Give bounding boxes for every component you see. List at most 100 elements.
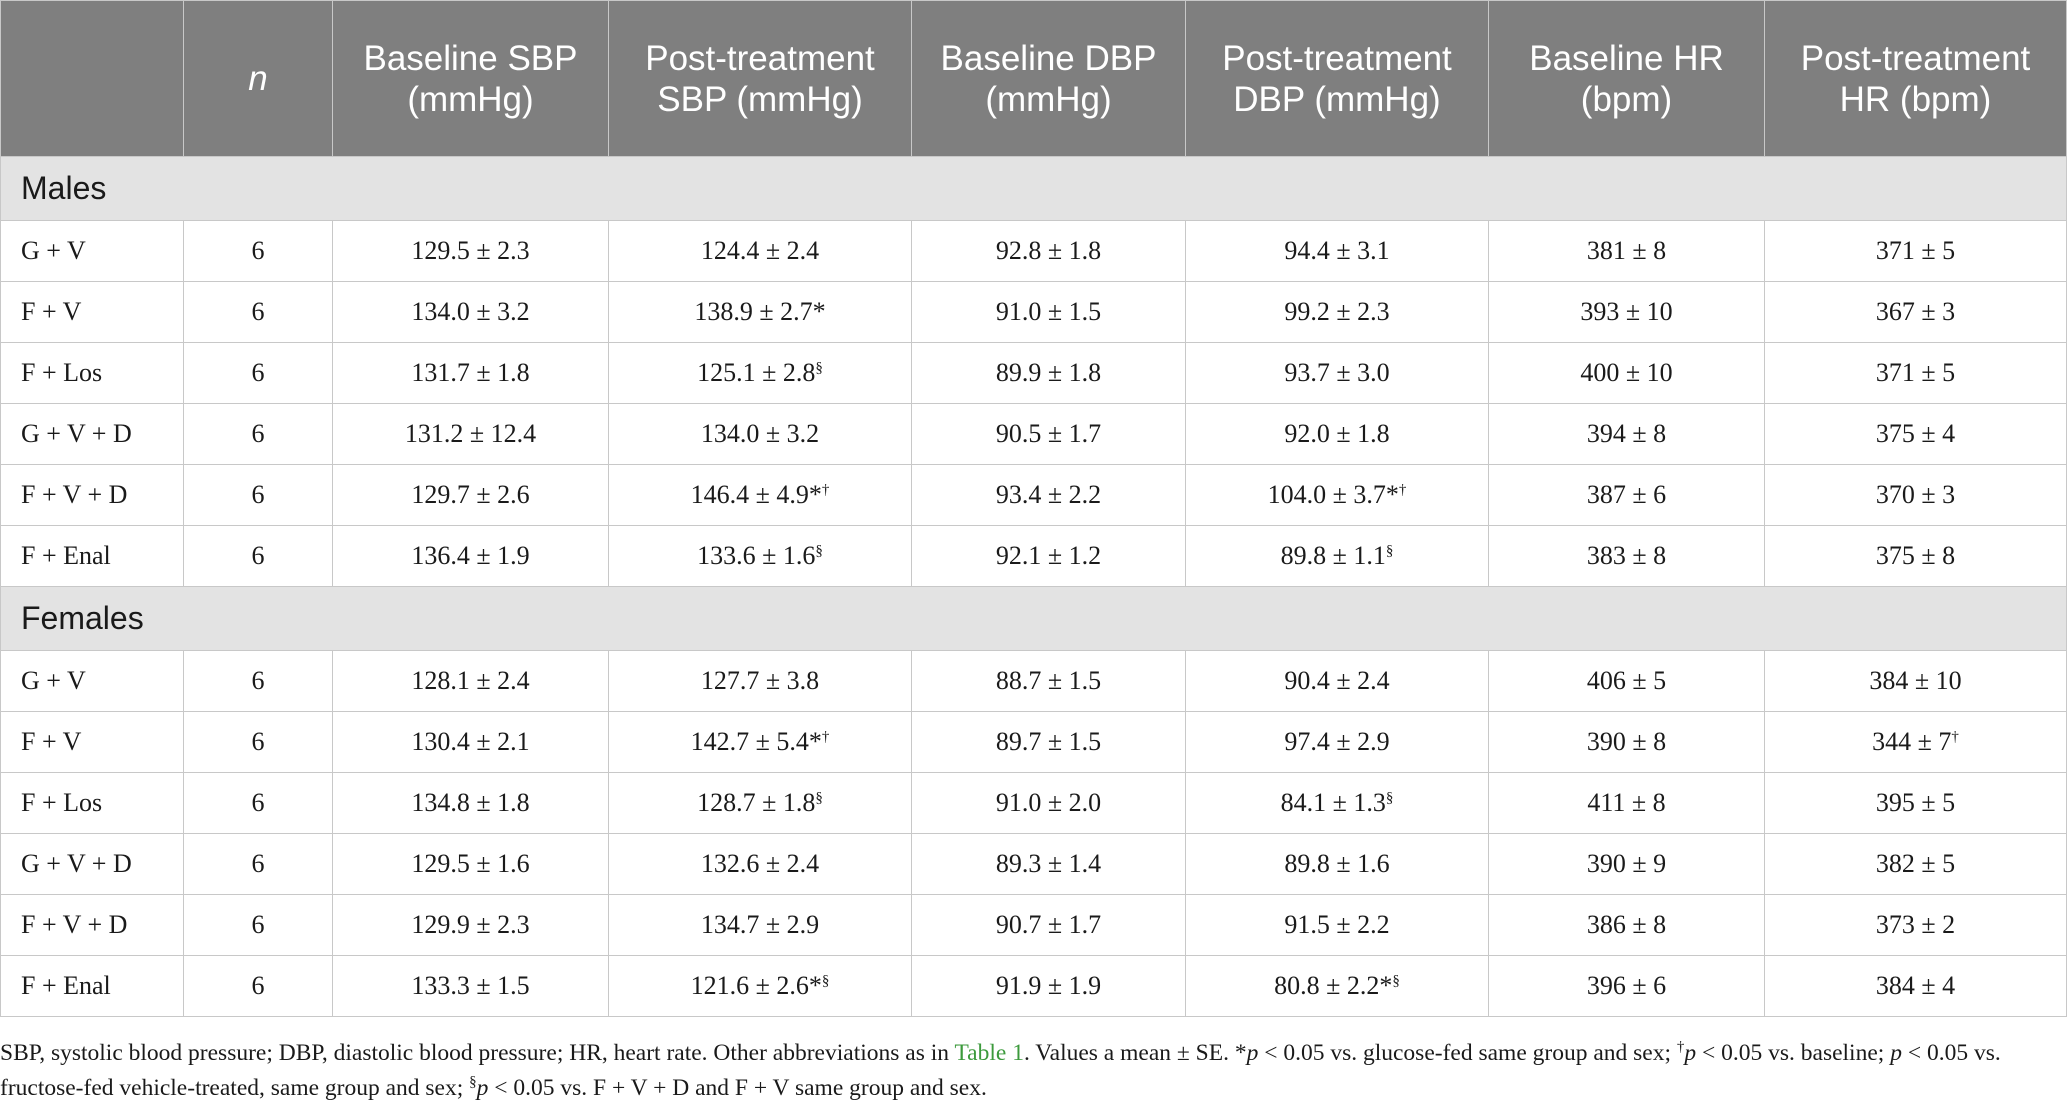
post-hr-cell: 370 ± 3 <box>1764 464 2067 526</box>
n-cell: 6 <box>183 955 333 1017</box>
post-dbp-cell-value: 99.2 ± 2.3 <box>1284 297 1390 326</box>
baseline-hr-cell: 390 ± 9 <box>1488 833 1765 895</box>
post-dbp-cell-value: 89.8 ± 1.1 <box>1280 541 1386 570</box>
n-cell-value: 6 <box>251 541 265 570</box>
baseline-hr-cell: 393 ± 10 <box>1488 281 1765 343</box>
baseline-sbp-cell-value: 128.1 ± 2.4 <box>411 666 530 695</box>
group-cell: F + Enal <box>0 955 184 1017</box>
post-hr-cell-significance-mark: † <box>1951 729 1959 745</box>
baseline-dbp-cell-value: 89.3 ± 1.4 <box>995 849 1102 878</box>
baseline-dbp-cell-value: 88.7 ± 1.5 <box>995 666 1102 695</box>
baseline-hr-cell: 400 ± 10 <box>1488 342 1765 404</box>
n-cell-value: 6 <box>251 236 265 265</box>
post-dbp-cell-significance-mark: § <box>1392 973 1400 989</box>
baseline-sbp-cell-value: 129.5 ± 2.3 <box>411 236 530 265</box>
group-cell-value: F + Enal <box>21 971 111 1000</box>
post-hr-cell-value: 344 ± 7 <box>1872 727 1952 756</box>
post-hr-cell: 371 ± 5 <box>1764 220 2067 282</box>
table-row: F + Los 6 134.8 ± 1.8 128.7 ± 1.8§ 91.0 ± 2.… <box>0 772 2067 834</box>
n-cell: 6 <box>183 403 333 465</box>
post-dbp-cell-value: 94.4 ± 3.1 <box>1284 236 1390 265</box>
header-baseline-hr: Baseline HR (bpm) <box>1488 0 1765 157</box>
baseline-sbp-cell-value: 136.4 ± 1.9 <box>411 541 530 570</box>
section-row-females: Females <box>0 586 2067 651</box>
baseline-sbp-cell: 129.5 ± 1.6 <box>332 833 609 895</box>
table-row: G + V + D 6 129.5 ± 1.6 132.6 ± 2.4 89.3 ± 1… <box>0 833 2067 895</box>
post-sbp-cell-significance-mark: † <box>821 482 830 498</box>
post-dbp-cell-significance-mark: § <box>1385 543 1394 559</box>
post-sbp-cell: 124.4 ± 2.4 <box>608 220 912 282</box>
post-dbp-cell: 84.1 ± 1.3§ <box>1185 772 1489 834</box>
baseline-hr-cell-value: 390 ± 8 <box>1586 727 1667 756</box>
group-cell-value: F + Enal <box>21 541 111 570</box>
baseline-dbp-cell: 93.4 ± 2.2 <box>911 464 1186 526</box>
section-row-males: Males <box>0 156 2067 221</box>
post-sbp-cell-significance-mark: § <box>815 543 823 559</box>
post-hr-cell: 375 ± 8 <box>1764 525 2067 587</box>
baseline-hr-cell: 381 ± 8 <box>1488 220 1765 282</box>
group-cell: F + V + D <box>0 464 184 526</box>
header-baseline-dbp: Baseline DBP (mmHg) <box>911 0 1186 157</box>
baseline-hr-cell-value: 406 ± 5 <box>1586 666 1667 695</box>
post-hr-cell: 344 ± 7† <box>1764 711 2067 773</box>
baseline-dbp-cell-value: 91.9 ± 1.9 <box>995 971 1102 1000</box>
n-cell-value: 6 <box>251 297 265 326</box>
table-row: F + Los 6 131.7 ± 1.8 125.1 ± 2.8§ 89.9 ± 1.… <box>0 342 2067 404</box>
n-cell-value: 6 <box>251 419 265 448</box>
baseline-sbp-cell-value: 129.7 ± 2.6 <box>411 480 530 509</box>
header-group <box>0 0 184 157</box>
table-row: F + Enal 6 133.3 ± 1.5 121.6 ± 2.6*§ 91.9 ± … <box>0 955 2067 1017</box>
table-row: G + V 6 129.5 ± 2.3 124.4 ± 2.4 92.8 ± 1.8 94… <box>0 220 2067 282</box>
section-label: Males <box>0 156 2067 221</box>
baseline-sbp-cell: 129.7 ± 2.6 <box>332 464 609 526</box>
baseline-sbp-cell: 136.4 ± 1.9 <box>332 525 609 587</box>
post-dbp-cell: 94.4 ± 3.1 <box>1185 220 1489 282</box>
baseline-sbp-cell-value: 131.7 ± 1.8 <box>411 358 530 387</box>
post-sbp-cell: 142.7 ± 5.4*† <box>608 711 912 773</box>
n-cell: 6 <box>183 525 333 587</box>
post-hr-cell-value: 375 ± 8 <box>1875 541 1956 570</box>
post-dbp-cell-value: 97.4 ± 2.9 <box>1284 727 1390 756</box>
group-cell-value: F + Los <box>21 788 103 817</box>
post-dbp-cell-value: 84.1 ± 1.3 <box>1280 788 1386 817</box>
n-cell: 6 <box>183 650 333 712</box>
group-cell-value: F + V <box>21 297 82 326</box>
table-1-link[interactable]: Table 1 <box>954 1040 1024 1066</box>
baseline-hr-cell: 394 ± 8 <box>1488 403 1765 465</box>
post-sbp-cell: 133.6 ± 1.6§ <box>608 525 912 587</box>
post-hr-cell-value: 375 ± 4 <box>1875 419 1956 448</box>
baseline-hr-cell: 406 ± 5 <box>1488 650 1765 712</box>
post-sbp-cell: 134.7 ± 2.9 <box>608 894 912 956</box>
post-dbp-cell: 93.7 ± 3.0 <box>1185 342 1489 404</box>
baseline-sbp-cell-value: 130.4 ± 2.1 <box>411 727 530 756</box>
baseline-hr-cell-value: 396 ± 6 <box>1586 971 1667 1000</box>
post-sbp-cell: 138.9 ± 2.7* <box>608 281 912 343</box>
n-cell-value: 6 <box>251 910 265 939</box>
header-post-hr: Post-treatment HR (bpm) <box>1764 0 2067 157</box>
post-dbp-cell: 89.8 ± 1.6 <box>1185 833 1489 895</box>
post-sbp-cell: 121.6 ± 2.6*§ <box>608 955 912 1017</box>
post-dbp-cell-significance-mark: † <box>1398 482 1407 498</box>
post-sbp-cell: 127.7 ± 3.8 <box>608 650 912 712</box>
group-cell-value: F + Los <box>21 358 103 387</box>
table-row: F + V + D 6 129.9 ± 2.3 134.7 ± 2.9 90.7 ± 1… <box>0 894 2067 956</box>
group-cell: G + V <box>0 220 184 282</box>
post-hr-cell: 371 ± 5 <box>1764 342 2067 404</box>
group-cell: G + V + D <box>0 403 184 465</box>
post-dbp-cell: 104.0 ± 3.7*† <box>1185 464 1489 526</box>
post-dbp-cell: 97.4 ± 2.9 <box>1185 711 1489 773</box>
table-row: F + V + D 6 129.7 ± 2.6 146.4 ± 4.9*† 93.4 ±… <box>0 464 2067 526</box>
group-cell-value: G + V <box>21 236 86 265</box>
post-sbp-cell: 132.6 ± 2.4 <box>608 833 912 895</box>
group-cell-value: F + V <box>21 727 82 756</box>
post-dbp-cell-value: 92.0 ± 1.8 <box>1284 419 1390 448</box>
post-dbp-cell: 80.8 ± 2.2*§ <box>1185 955 1489 1017</box>
baseline-hr-cell-value: 393 ± 10 <box>1580 297 1673 326</box>
post-dbp-cell: 92.0 ± 1.8 <box>1185 403 1489 465</box>
baseline-dbp-cell: 92.8 ± 1.8 <box>911 220 1186 282</box>
baseline-hr-cell-value: 386 ± 8 <box>1586 910 1667 939</box>
post-dbp-cell-value: 90.4 ± 2.4 <box>1284 666 1390 695</box>
baseline-sbp-cell: 134.0 ± 3.2 <box>332 281 609 343</box>
n-cell: 6 <box>183 342 333 404</box>
n-cell-value: 6 <box>251 666 265 695</box>
